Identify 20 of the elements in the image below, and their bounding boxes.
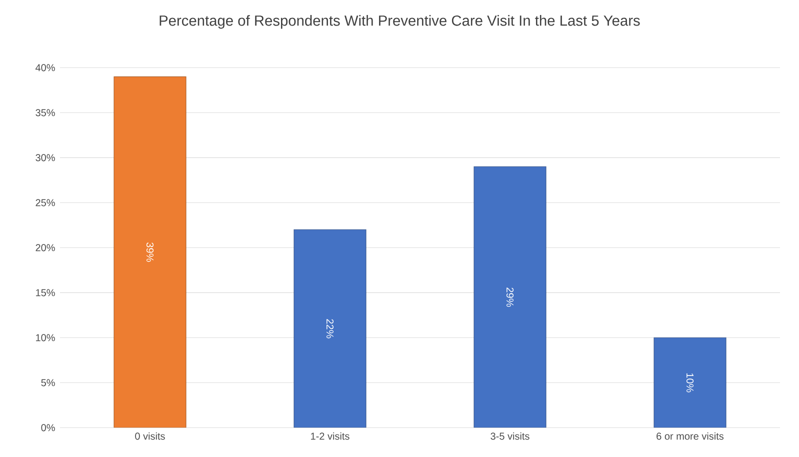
y-tick-label: 0%: [41, 424, 55, 432]
x-tick-label: 6 or more visits: [656, 432, 724, 440]
x-tick-label: 1-2 visits: [311, 432, 350, 440]
y-tick-label: 25%: [36, 199, 55, 206]
chart-title: Percentage of Respondents With Preventive Care Visit In the Last 5 Years: [160, 15, 640, 29]
x-tick-label: 0 visits: [135, 432, 165, 440]
x-tick-label: 3-5 visits: [490, 432, 530, 440]
y-tick-label: 10%: [36, 334, 55, 342]
y-tick-label: 5%: [41, 379, 55, 386]
y-tick-label: 35%: [36, 109, 55, 116]
data-label: 29%: [506, 288, 514, 307]
bar: [654, 337, 726, 428]
bar: [294, 229, 366, 428]
data-label: 39%: [146, 242, 154, 262]
y-tick-label: 40%: [36, 64, 55, 72]
y-tick-label: 30%: [36, 154, 55, 162]
y-tick-label: 15%: [36, 289, 55, 296]
data-label: 22%: [326, 319, 334, 338]
data-label: 10%: [686, 373, 694, 392]
y-tick-label: 20%: [36, 244, 55, 252]
